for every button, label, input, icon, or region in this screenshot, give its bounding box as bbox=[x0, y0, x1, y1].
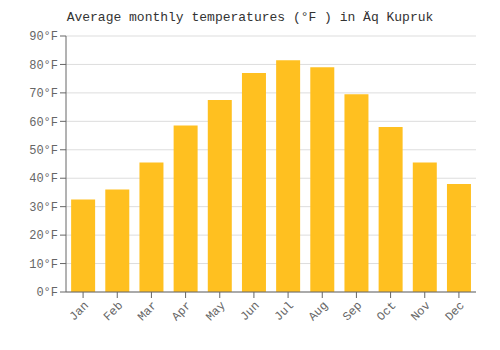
svg-text:Apr: Apr bbox=[169, 299, 194, 324]
svg-text:Jul: Jul bbox=[272, 299, 297, 324]
svg-text:Nov: Nov bbox=[408, 299, 433, 324]
svg-text:80°F: 80°F bbox=[29, 59, 58, 73]
svg-text:20°F: 20°F bbox=[29, 229, 58, 243]
html-text:Average monthly temperatures (: Average monthly temperatures (°F ) in Äq… bbox=[66, 10, 434, 25]
svg-text:Feb: Feb bbox=[101, 299, 126, 324]
svg-text:60°F: 60°F bbox=[29, 116, 58, 130]
svg-text:May: May bbox=[203, 299, 228, 324]
svg-text:0°F: 0°F bbox=[36, 286, 58, 300]
svg-text:Jun: Jun bbox=[238, 299, 263, 324]
svg-text:Sep: Sep bbox=[340, 299, 365, 324]
svg-text:Dec: Dec bbox=[443, 299, 468, 324]
svg-text:70°F: 70°F bbox=[29, 87, 58, 101]
svg-text:10°F: 10°F bbox=[29, 258, 58, 272]
svg-text:Oct: Oct bbox=[374, 299, 399, 324]
svg-text:Aug: Aug bbox=[306, 299, 331, 324]
svg-text:30°F: 30°F bbox=[29, 201, 58, 215]
svg-text:Mar: Mar bbox=[135, 299, 160, 324]
svg-text:40°F: 40°F bbox=[29, 172, 58, 186]
svg-text:50°F: 50°F bbox=[29, 144, 58, 158]
svg-text:Jan: Jan bbox=[67, 299, 92, 324]
svg-text:90°F: 90°F bbox=[29, 30, 58, 44]
